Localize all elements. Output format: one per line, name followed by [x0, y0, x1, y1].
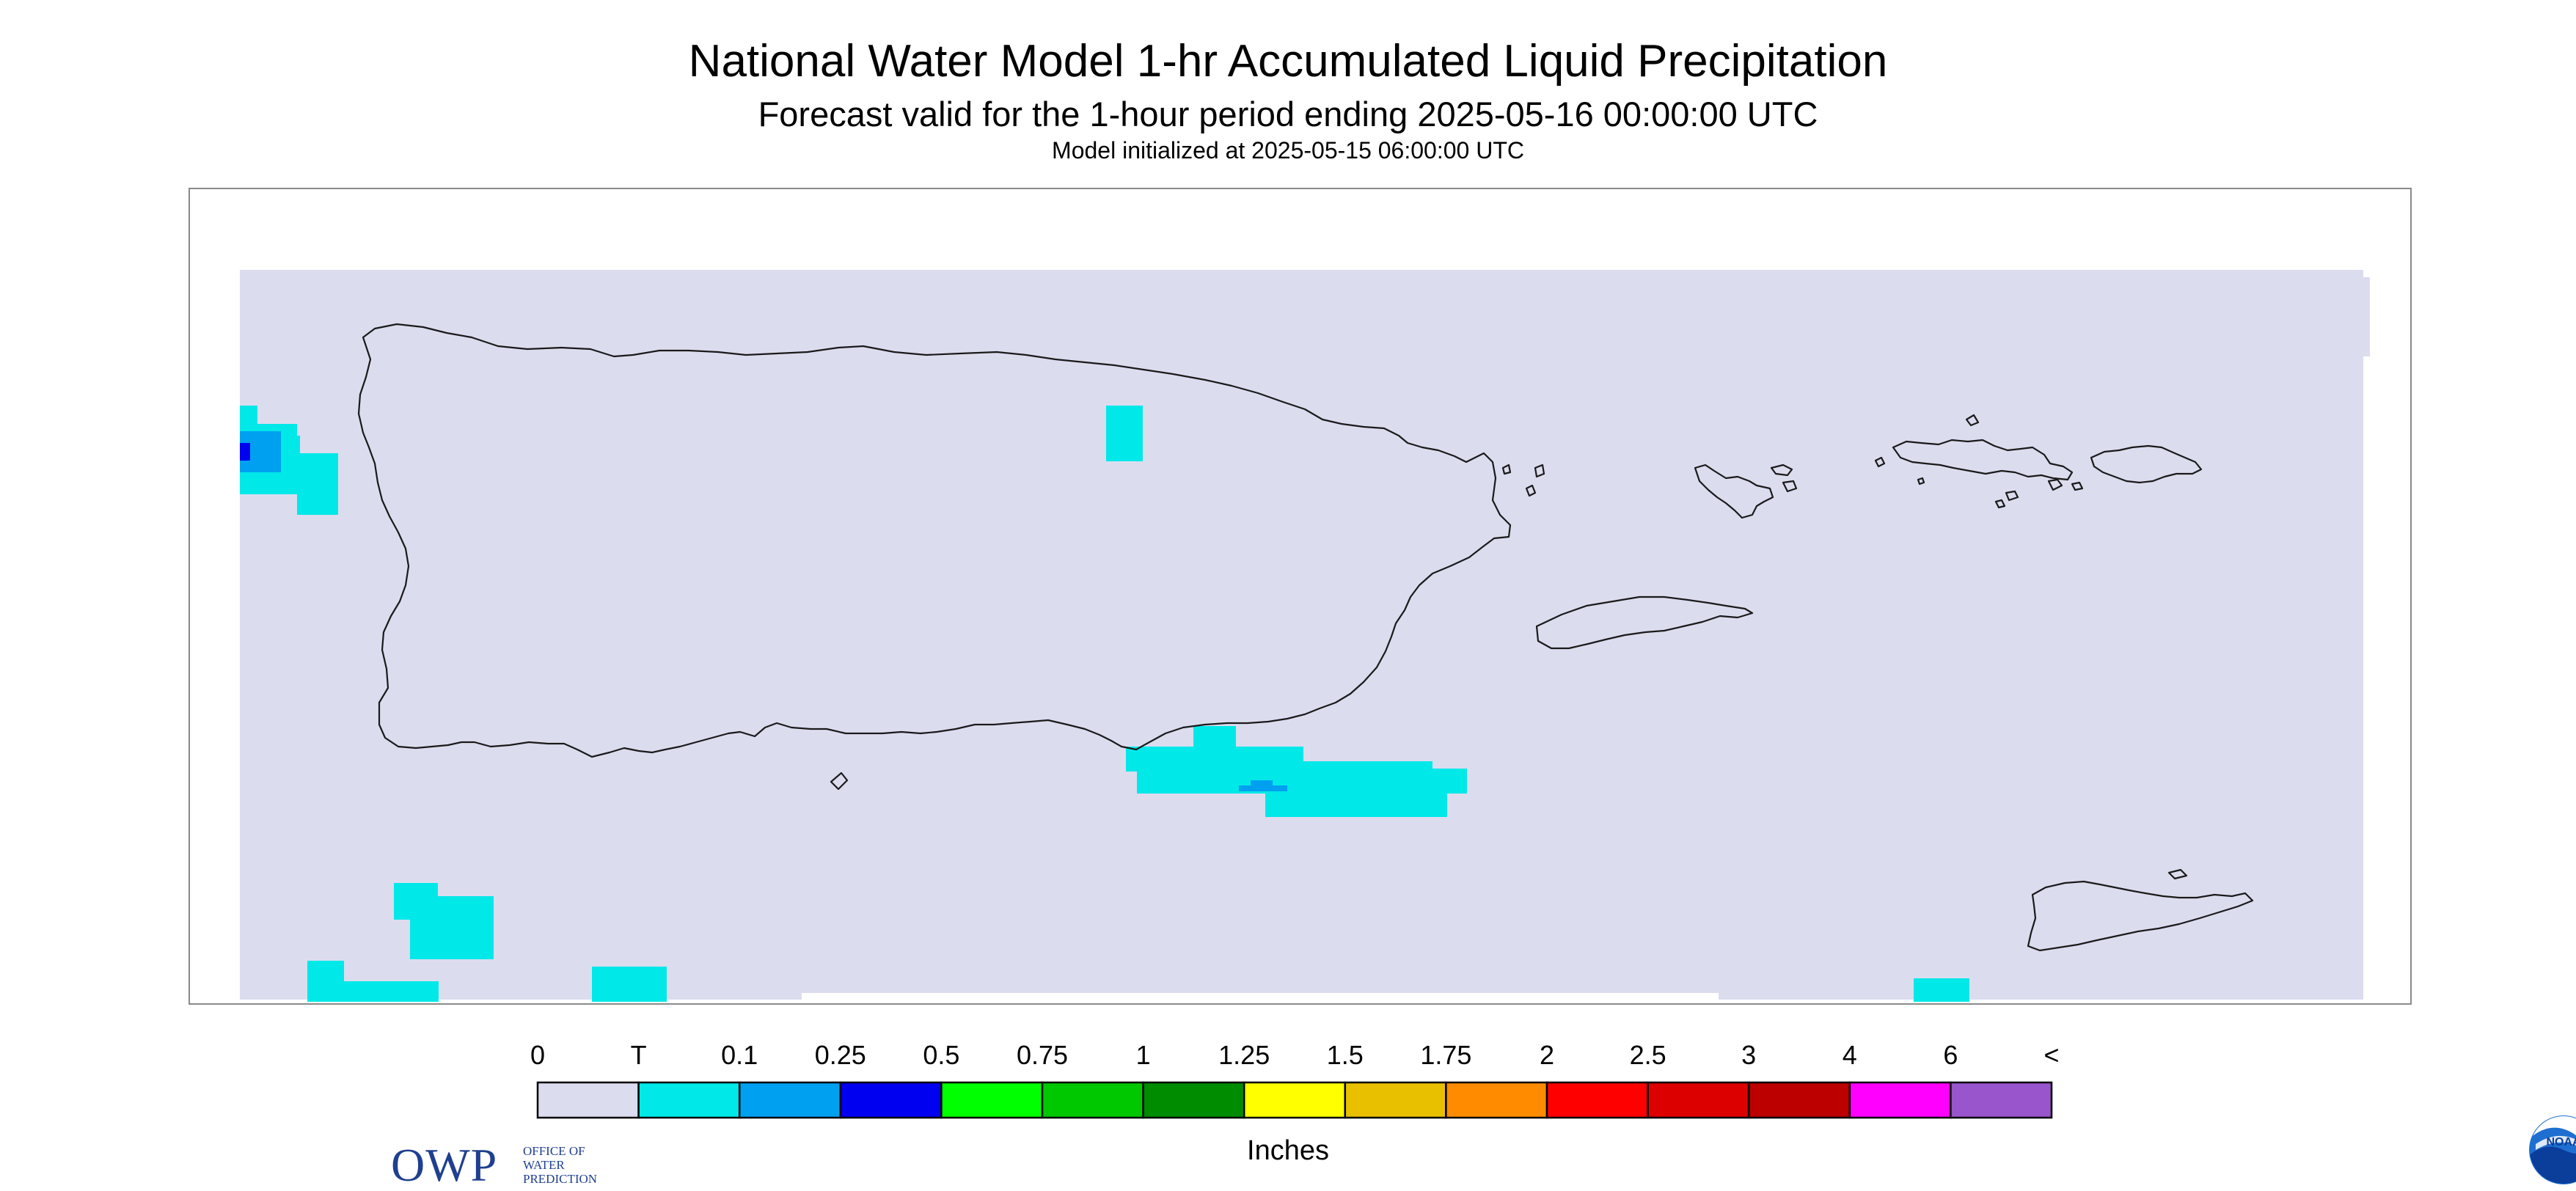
legend-swatch: [536, 1081, 640, 1119]
precip-cell-trace: [1106, 406, 1143, 461]
precip-cell-trace: [1164, 761, 1340, 772]
precip-cell-trace: [307, 961, 344, 1002]
legend-unit: Inches: [1247, 1135, 1329, 1166]
legend-label: 4: [1842, 1040, 1857, 1070]
owp-logo-line: WATER: [523, 1158, 565, 1172]
legend-label: 0.5: [923, 1040, 960, 1070]
legend-label: 3: [1741, 1040, 1757, 1070]
legend-label: 6: [1943, 1040, 1958, 1070]
coastline-islet: [1965, 414, 1980, 427]
coastline-islet: [2071, 481, 2084, 491]
legend-swatch: [637, 1081, 741, 1119]
legend-swatch: [1647, 1081, 1750, 1119]
precip-cell-trace: [340, 981, 439, 1002]
coastline-vieques: [1535, 596, 1754, 650]
coastline-islet: [1534, 463, 1545, 478]
coastline-islet: [2047, 478, 2063, 491]
legend-swatch: [1848, 1081, 1952, 1119]
coastline-islet: [1917, 477, 1925, 485]
legend-swatch: [940, 1081, 1044, 1119]
legend-swatch: [1041, 1081, 1144, 1119]
precip-cell-trace: [1265, 782, 1447, 817]
precip-cell-trace: [1914, 978, 1969, 1002]
legend-swatch: [1747, 1081, 1851, 1119]
precip-cell-trace: [1193, 726, 1236, 748]
coastline-st-thomas: [1892, 439, 2074, 481]
legend-label: 2.5: [1629, 1040, 1666, 1070]
domain-area: [240, 270, 2363, 1000]
legend-swatch: [738, 1081, 842, 1119]
noaa-logo-text: NOAA: [2546, 1136, 2576, 1148]
coastline-islet: [2005, 490, 2019, 502]
coastline-puerto-rico: [357, 323, 1512, 758]
legend-swatch: [1445, 1081, 1548, 1119]
precip-cell-trace: [1302, 761, 1432, 785]
legend-label: 0.1: [721, 1040, 758, 1070]
noaa-logo: NOAA: [2528, 1115, 2576, 1185]
owp-logo-line: PREDICTION: [523, 1172, 598, 1186]
legend-swatch: [1243, 1081, 1347, 1119]
precip-cell-trace: [297, 453, 338, 515]
precip-cell-0.1: [1239, 785, 1287, 791]
model-domain: [240, 270, 2370, 1002]
legend-label: T: [630, 1040, 647, 1070]
coastline-small-island: [1782, 480, 1798, 493]
precip-cell-trace: [410, 896, 494, 959]
legend-swatch: [839, 1081, 943, 1119]
model-initialized-text: Model initialized at 2025-05-15 06:00:00…: [1052, 137, 1524, 164]
legend-label: <: [2043, 1040, 2060, 1070]
coastline-culebrita: [1770, 463, 1793, 477]
legend-label: 0.25: [814, 1040, 866, 1070]
coastline-st-john: [2090, 444, 2203, 484]
legend-swatch: [1545, 1081, 1649, 1119]
coastline-islet: [1501, 463, 1512, 475]
domain-gap: [802, 993, 1719, 1002]
precip-cell-0.25: [240, 443, 250, 461]
legend-label: 1.25: [1218, 1040, 1270, 1070]
legend-swatch: [1344, 1081, 1447, 1119]
coastline-islet: [1994, 499, 2006, 509]
map-title: National Water Model 1-hr Accumulated Li…: [688, 36, 1888, 87]
precipitation-cells: [240, 406, 1969, 1002]
map-subtitle: Forecast valid for the 1-hour period end…: [758, 95, 1818, 133]
legend-label: 2: [1539, 1040, 1555, 1070]
precip-cell-trace: [592, 967, 667, 1002]
legend-label: 0.75: [1016, 1040, 1069, 1070]
map-frame: OWP OFFICE OF WATER PREDICTION NOAA: [189, 188, 2576, 1191]
precipitation-map: [240, 270, 2370, 1002]
owp-logo-line: OFFICE OF: [523, 1144, 585, 1158]
coastline-st-croix: [2027, 880, 2254, 952]
coastline-buck-island: [2167, 868, 2188, 880]
legend-label: 1.75: [1420, 1040, 1472, 1070]
legend-label: 0: [530, 1040, 546, 1070]
coastline-culebra: [1694, 463, 1774, 519]
legend-swatch: [1950, 1081, 2053, 1119]
coastlines: [357, 323, 2254, 952]
legend-label: 1.5: [1326, 1040, 1364, 1070]
precip-cell-0.1: [1251, 780, 1273, 786]
domain-area-edge: [2310, 277, 2370, 356]
coastline-islet: [1525, 484, 1537, 497]
coastline-mona: [830, 772, 849, 791]
legend-label: 1: [1135, 1040, 1151, 1070]
coastline-islet: [1874, 456, 1886, 468]
legend-swatch: [1142, 1081, 1245, 1119]
